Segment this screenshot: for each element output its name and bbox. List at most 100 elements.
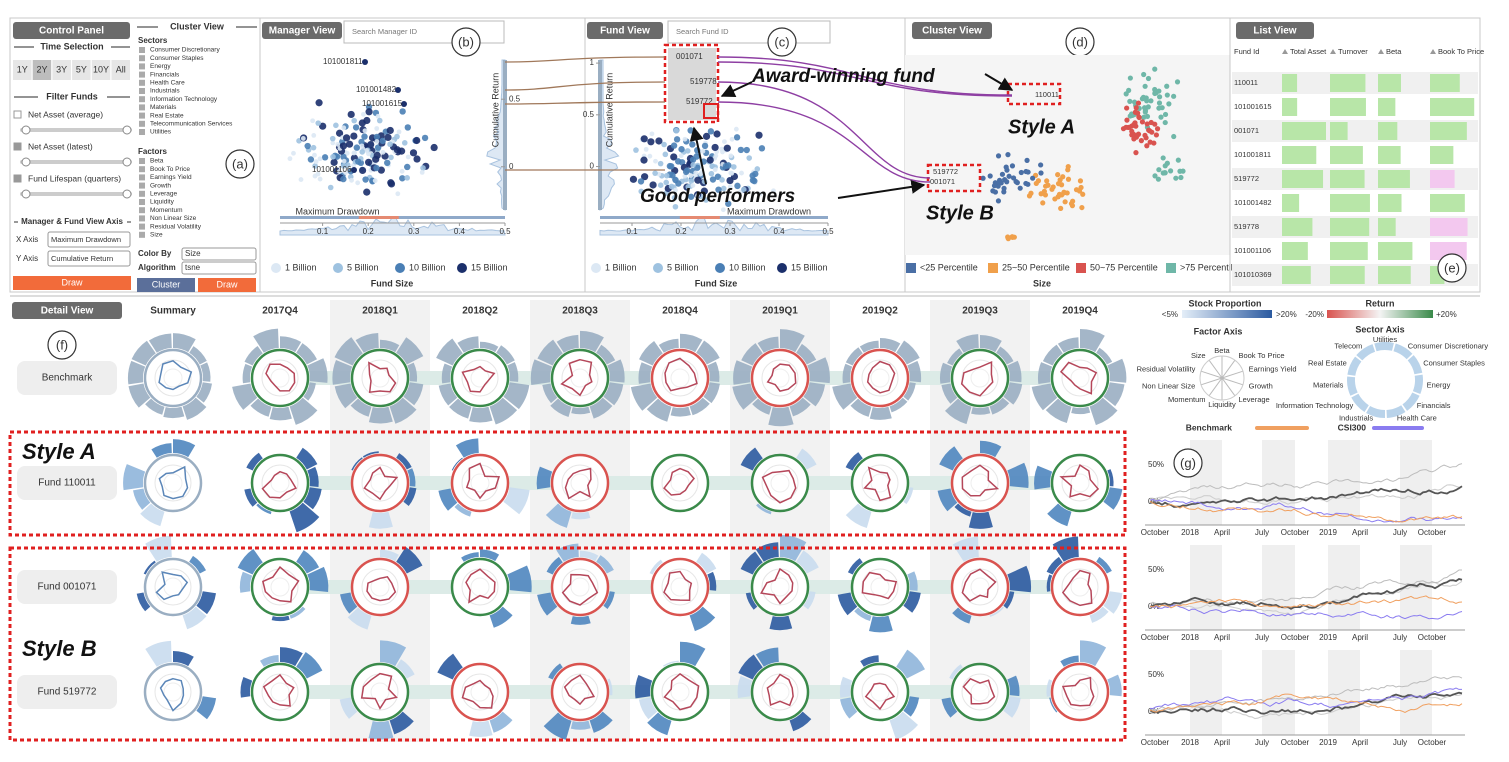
time-button-label[interactable]: All: [116, 64, 126, 74]
checkbox[interactable]: [139, 47, 145, 53]
checkbox[interactable]: [139, 207, 145, 214]
fund-id[interactable]: 101001482: [1234, 198, 1272, 207]
axis-select[interactable]: [47, 231, 131, 248]
search-placeholder[interactable]: Search Fund ID: [676, 27, 729, 36]
column-header[interactable]: Fund Id: [1234, 47, 1259, 56]
checkbox[interactable]: [13, 110, 22, 119]
checkbox[interactable]: [139, 112, 145, 119]
sort-icon[interactable]: [1282, 49, 1288, 54]
draw-button[interactable]: [198, 278, 256, 292]
checkbox[interactable]: [139, 166, 145, 173]
fund-id[interactable]: 519772: [1234, 174, 1259, 183]
checkbox[interactable]: [139, 88, 145, 94]
time-button[interactable]: [72, 60, 91, 80]
row-label-box[interactable]: [17, 675, 117, 709]
checkbox[interactable]: [13, 174, 22, 183]
checkbox[interactable]: [139, 96, 145, 103]
fund-point: [336, 169, 342, 174]
row-label-box[interactable]: [17, 570, 117, 604]
slider-thumb[interactable]: [21, 125, 31, 135]
column-header[interactable]: Beta: [1386, 47, 1402, 56]
checkbox[interactable]: [139, 223, 145, 230]
slider-thumb[interactable]: [21, 157, 31, 167]
select[interactable]: [181, 247, 257, 261]
sector-bar: [989, 606, 1004, 617]
row-label[interactable]: Fund 110011: [38, 478, 96, 489]
row-label[interactable]: Fund 519772: [38, 687, 97, 698]
select-value[interactable]: tsne: [185, 263, 201, 272]
select[interactable]: [181, 261, 257, 275]
fund-point: [663, 179, 670, 186]
row-label-box[interactable]: [17, 466, 117, 500]
checkbox[interactable]: [139, 190, 145, 197]
sector-bar: [1107, 674, 1122, 697]
column-header[interactable]: Book To Price: [1438, 47, 1484, 56]
checkbox[interactable]: [139, 120, 145, 127]
row-label-box[interactable]: [17, 361, 117, 395]
checkbox[interactable]: [139, 71, 145, 78]
checkbox[interactable]: [139, 231, 145, 238]
cluster-button[interactable]: [137, 278, 195, 292]
axis-select-value[interactable]: Cumulative Return: [51, 254, 113, 263]
sector-bar: [570, 615, 591, 625]
draw-button[interactable]: [13, 276, 131, 290]
checkbox[interactable]: [139, 199, 145, 205]
checkbox[interactable]: [139, 129, 145, 135]
checkbox[interactable]: [139, 158, 145, 164]
slider-thumb[interactable]: [122, 157, 132, 167]
time-button-label[interactable]: 3Y: [56, 64, 67, 74]
fund-id[interactable]: 101001106: [1234, 246, 1271, 255]
slider-thumb[interactable]: [122, 125, 132, 135]
time-button[interactable]: [111, 60, 131, 80]
axis-select-value[interactable]: Maximum Drawdown: [51, 235, 121, 244]
fund-id[interactable]: 101010369: [1234, 270, 1272, 279]
checkbox[interactable]: [13, 142, 22, 151]
search-placeholder[interactable]: Search Manager ID: [352, 27, 418, 36]
checkbox[interactable]: [139, 104, 145, 111]
checkbox[interactable]: [139, 63, 145, 70]
time-button-label[interactable]: 10Y: [93, 64, 109, 74]
time-button-label[interactable]: 5Y: [76, 64, 87, 74]
fund-id[interactable]: 519778: [1234, 222, 1259, 231]
sector-bar: [289, 606, 306, 619]
checkbox[interactable]: [139, 215, 145, 222]
checkbox[interactable]: [139, 174, 145, 181]
sort-icon[interactable]: [1330, 49, 1336, 54]
time-button[interactable]: [13, 60, 32, 80]
fund-id[interactable]: 110011: [1234, 78, 1258, 87]
y-tick-label: 0: [590, 162, 595, 171]
time-button[interactable]: [32, 60, 52, 80]
time-button-label[interactable]: 1Y: [17, 64, 28, 74]
fund-cluster-link: [717, 101, 931, 183]
slider-thumb[interactable]: [122, 189, 132, 199]
select-value[interactable]: Size: [185, 249, 201, 258]
factor-option: Liquidity: [150, 199, 175, 206]
time-button[interactable]: [91, 60, 111, 80]
column-header[interactable]: Turnover: [1338, 47, 1368, 56]
factor-radar: [363, 466, 399, 501]
checkbox[interactable]: [139, 182, 145, 189]
draw-button-label[interactable]: Draw: [61, 277, 83, 287]
checkbox[interactable]: [139, 79, 145, 86]
return-ring: [750, 662, 810, 722]
return-ring: [250, 453, 310, 513]
sort-icon[interactable]: [1378, 49, 1384, 54]
sort-icon[interactable]: [1430, 49, 1436, 54]
radar-grid: [270, 577, 290, 597]
panel-tab: [13, 22, 130, 39]
draw-button-label[interactable]: Draw: [216, 279, 238, 289]
row-label[interactable]: Benchmark: [42, 373, 94, 384]
fund-id[interactable]: 101001615: [1234, 102, 1272, 111]
fund-id[interactable]: 001071: [1234, 126, 1259, 135]
cluster-button-label[interactable]: Cluster: [152, 279, 181, 289]
fund-id[interactable]: 101001811: [1234, 150, 1271, 159]
row-label[interactable]: Fund 001071: [38, 582, 97, 593]
time-button-label[interactable]: 2Y: [36, 64, 47, 74]
radar-grid: [1199, 355, 1245, 401]
column-header[interactable]: Total Asset: [1290, 47, 1327, 56]
legend-label: CSI300: [1338, 422, 1367, 432]
axis-select[interactable]: [47, 250, 131, 267]
slider-thumb[interactable]: [21, 189, 31, 199]
checkbox[interactable]: [139, 55, 145, 62]
time-button[interactable]: [52, 60, 71, 80]
